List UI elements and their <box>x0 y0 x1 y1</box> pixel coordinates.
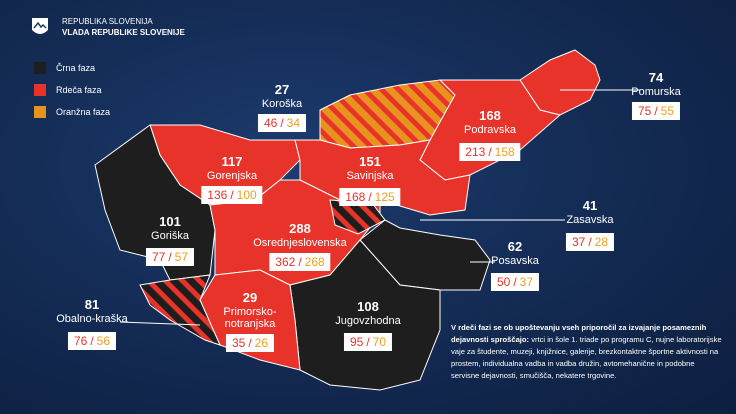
region-name: Podravska <box>464 124 516 136</box>
region-value-a: 46 <box>263 116 278 130</box>
region-box: 46/34 <box>257 114 307 132</box>
region-box: 37/28 <box>565 233 615 251</box>
separator: / <box>654 104 658 118</box>
region-name: Zasavska <box>566 214 614 226</box>
logo <box>32 18 48 34</box>
region-box: 213/158 <box>459 143 521 161</box>
region-box: 95/70 <box>343 333 393 351</box>
header-line2: VLADA REPUBLIKE SLOVENIJE <box>62 28 185 37</box>
region-box: 76/56 <box>67 332 117 350</box>
region-name: Osrednjeslovenska <box>253 237 347 249</box>
region-number: 168 <box>479 108 501 123</box>
region-number: 108 <box>357 299 379 314</box>
region-number: 101 <box>159 214 181 229</box>
separator: / <box>230 188 234 202</box>
region-name: Jugovzhodna <box>335 315 401 327</box>
separator: / <box>366 335 370 349</box>
separator: / <box>90 334 94 348</box>
region-value-a: 77 <box>151 250 166 264</box>
region-name: Pomurska <box>631 86 681 98</box>
region-name: Primorsko-​notranjska <box>223 306 277 330</box>
region-goriska <box>94 124 216 281</box>
region-number: 41 <box>582 198 598 213</box>
region-number: 29 <box>242 290 258 305</box>
legend-item: Črna faza <box>34 62 95 74</box>
separator: / <box>513 275 517 289</box>
region-box: 50/37 <box>490 273 540 291</box>
region-value-b: 57 <box>174 250 189 264</box>
region-number: 74 <box>648 70 664 85</box>
region-number: 151 <box>359 154 381 169</box>
region-value-a: 50 <box>496 275 511 289</box>
legend-item: Rdeča faza <box>34 84 102 96</box>
region-value-a: 76 <box>73 334 88 348</box>
header-line1: REPUBLIKA SLOVENIJA <box>62 17 153 26</box>
region-value-b: 56 <box>96 334 111 348</box>
note: V rdeči fazi se ob upoštevanju vseh prip… <box>451 322 723 382</box>
region-value-b: 158 <box>494 145 515 159</box>
legend-swatch <box>34 106 46 118</box>
region-name: Koroška <box>261 98 303 110</box>
region-number: 81 <box>84 297 100 312</box>
region-value-b: 268 <box>304 255 325 269</box>
separator: / <box>368 190 372 204</box>
region-value-b: 26 <box>254 336 269 350</box>
region-box: 136/100 <box>201 186 263 204</box>
region-name: Goriška <box>151 230 189 242</box>
region-number: 288 <box>289 221 311 236</box>
region-value-b: 55 <box>660 104 675 118</box>
note-text: vrtci in šole 1. triade po programu C, n… <box>451 335 722 380</box>
region-value-a: 362 <box>275 255 296 269</box>
region-value-a: 95 <box>349 335 364 349</box>
region-obalno-kraska <box>139 274 221 346</box>
region-value-a: 136 <box>207 188 228 202</box>
leader-lines <box>119 89 640 326</box>
region-name: Gorenjska <box>206 170 258 182</box>
separator: / <box>298 255 302 269</box>
region-number: 62 <box>507 239 523 254</box>
region-box: 77/57 <box>145 248 195 266</box>
region-box: 75/55 <box>631 102 681 120</box>
region-box: 35/26 <box>225 334 275 352</box>
region-number: 117 <box>221 154 243 169</box>
legend-swatch <box>34 62 46 74</box>
region-value-b: 125 <box>374 190 395 204</box>
legend-swatch <box>34 84 46 96</box>
region-value-a: 168 <box>345 190 366 204</box>
region-value-a: 35 <box>231 336 246 350</box>
note-bold: V rdeči fazi se ob upoštevanju vseh prip… <box>451 323 707 344</box>
region-value-b: 70 <box>372 335 387 349</box>
region-value-b: 28 <box>594 235 609 249</box>
region-value-b: 37 <box>519 275 534 289</box>
separator: / <box>248 336 252 350</box>
legend-label: Oranžna faza <box>56 107 111 117</box>
leader-line <box>119 321 201 326</box>
separator: / <box>168 250 172 264</box>
regions <box>94 49 601 391</box>
region-box: 168/125 <box>339 188 401 206</box>
separator: / <box>280 116 284 130</box>
region-value-a: 75 <box>637 104 652 118</box>
region-name: Obalno-kraška <box>56 313 128 325</box>
region-name: Savinjska <box>346 170 394 182</box>
region-value-a: 37 <box>571 235 586 249</box>
region-value-b: 34 <box>286 116 301 130</box>
legend-item: Oranžna faza <box>34 106 110 118</box>
legend-label: Rdeča faza <box>56 85 102 95</box>
legend-label: Črna faza <box>56 63 96 73</box>
region-number: 27 <box>274 82 290 97</box>
region-name: Posavska <box>491 255 539 267</box>
region-box: 362/268 <box>269 253 331 271</box>
separator: / <box>488 145 492 159</box>
region-value-b: 100 <box>236 188 257 202</box>
separator: / <box>588 235 592 249</box>
region-value-a: 213 <box>465 145 486 159</box>
